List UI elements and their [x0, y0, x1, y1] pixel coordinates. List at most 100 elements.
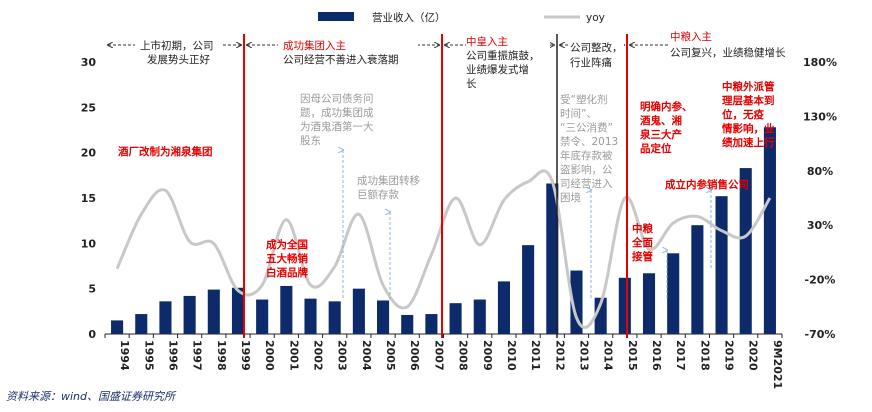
- annotation-phase-3-line-1: 中皇入主: [466, 35, 508, 48]
- x-tick-label: 1996: [166, 340, 179, 371]
- annotation-phase-3-line-2: 公司重振旗鼓，: [466, 49, 540, 62]
- revenue-bar: [642, 273, 656, 334]
- x-tick-label: 2005: [384, 340, 397, 371]
- revenue-bar: [763, 127, 776, 334]
- revenue-bar: [497, 281, 510, 334]
- red-annotation-line: 中粮外派管: [722, 80, 775, 93]
- revenue-bar: [570, 270, 583, 334]
- left-tick-label: 30: [81, 56, 97, 69]
- revenue-bar: [473, 299, 486, 334]
- left-tick-label: 20: [81, 147, 97, 160]
- x-tick-label: 2011: [529, 340, 542, 371]
- revenue-bar: [618, 277, 631, 334]
- revenue-bar: [522, 245, 535, 334]
- revenue-bar: [304, 298, 317, 334]
- red-annotation-line: 明确内参、: [640, 100, 693, 113]
- x-tick-label: 2007: [432, 340, 445, 371]
- x-tick-label: 2018: [698, 340, 711, 371]
- left-tick-label: 5: [88, 283, 96, 296]
- x-tick-label: 2012: [553, 340, 566, 371]
- yoy-line: [115, 169, 772, 329]
- red-annotation-line: 位，无疫: [722, 108, 764, 121]
- left-tick-label: 0: [88, 328, 96, 341]
- revenue-bar: [231, 287, 245, 334]
- x-tick-label: 2014: [602, 340, 615, 371]
- red-annotation-line: 绩加速上行: [722, 136, 775, 149]
- x-tick-label: 1995: [142, 340, 155, 371]
- revenue-bar: [256, 299, 269, 334]
- right-tick-label: -20%: [805, 274, 836, 287]
- red-annotation-line: 酒鬼、湘: [640, 114, 682, 127]
- gray-annotation-line: 年底存款被: [560, 149, 613, 162]
- red-annotation-line: 理层基本到: [722, 94, 775, 107]
- red-annotation-line: 五大畅销: [266, 252, 308, 265]
- revenue-bar: [159, 301, 172, 334]
- red-annotation-line: 成为全国: [266, 238, 308, 251]
- revenue-bar: [111, 320, 124, 334]
- red-annotation-line: 酒厂改制为湘泉集团: [118, 145, 213, 158]
- revenue-bar: [425, 314, 438, 334]
- red-annotation-line: 泉三大产: [639, 128, 682, 141]
- right-y-axis: -70% -20% 30% 80% 130% 180%: [803, 56, 837, 341]
- revenue-bar: [135, 314, 148, 334]
- gray-annotation-line: 盗影响，公: [560, 163, 613, 176]
- right-tick-label: 30%: [807, 219, 833, 232]
- annotation-phase-2-line-1: 成功集团入主: [283, 39, 346, 52]
- source-note: 资料来源：wind、国盛证券研究所: [6, 390, 176, 403]
- x-tick-label: 2008: [457, 340, 470, 371]
- x-axis: 1994 1995 1996 1997 1998 1999 2000 2001 2002 2003…: [104, 334, 784, 389]
- x-tick-label: 9M2021: [771, 340, 784, 389]
- pointer-lines: [343, 150, 711, 300]
- x-tick-label: 2020: [747, 340, 760, 371]
- red-annotation-line: 中粮: [632, 222, 653, 235]
- revenue-bars: [111, 127, 776, 334]
- revenue-bar: [449, 303, 462, 334]
- annotation-phase-4-line-2: 行业阵痛: [570, 56, 612, 69]
- gray-annotation-line: 因母公司债务问: [300, 92, 374, 105]
- legend-swatch-bar: [318, 12, 354, 21]
- annotation-phase-1-line-2: 发展势头正好: [147, 53, 210, 66]
- annotation-phase-5-line-1: 中粮入主: [670, 30, 712, 43]
- revenue-bar: [691, 225, 704, 334]
- x-tick-label: 2010: [505, 340, 518, 371]
- x-tick-label: 1997: [191, 340, 204, 371]
- red-annotation-line: 品定位: [640, 142, 672, 155]
- x-tick-label: 2004: [360, 340, 373, 371]
- annotation-phase-3-line-4: 长: [466, 78, 477, 90]
- left-y-axis: 0 5 10 15 20 25 30: [81, 56, 97, 341]
- revenue-bar: [715, 196, 728, 334]
- red-annotation-line: 全面: [631, 236, 653, 249]
- gray-annotation-line: 受“塑化剂: [560, 93, 607, 106]
- revenue-bar: [739, 168, 752, 334]
- x-tick-label: 2000: [263, 340, 276, 371]
- gray-annotation-line: 为酒鬼酒第一大: [300, 120, 374, 133]
- gray-annotation-line: 股东: [300, 134, 321, 147]
- annotation-phase-3-line-3: 业绩爆发式增: [466, 63, 529, 76]
- revenue-bar: [352, 288, 365, 334]
- revenue-bar: [667, 253, 680, 334]
- gray-annotation-line: 成功集团转移: [357, 174, 420, 187]
- revenue-bar: [183, 295, 196, 334]
- x-tick-label: 1994: [118, 340, 131, 371]
- revenue-bar: [207, 289, 220, 334]
- top-annotations: 上市初期，公司 发展势头正好 成功集团入主 公司经营不善进入衰落期 中皇入主 公…: [135, 30, 802, 90]
- revenue-bar: [328, 301, 341, 334]
- x-tick-label: 1999: [239, 340, 252, 371]
- x-tick-label: 2015: [626, 340, 639, 371]
- right-tick-label: 80%: [807, 165, 833, 178]
- left-tick-label: 15: [81, 192, 96, 205]
- revenue-bar: [594, 297, 607, 334]
- gray-annotation-line: 题，成功集团成: [300, 106, 374, 119]
- gray-annotation-line: 司经营进入: [560, 177, 613, 190]
- x-tick-label: 2013: [577, 340, 590, 371]
- x-tick-label: 2001: [287, 340, 300, 371]
- gray-annotation-line: “三公消费”: [560, 121, 613, 134]
- revenue-bar: [280, 285, 293, 334]
- x-tick-label: 2003: [336, 340, 349, 371]
- annotation-phase-5-line-2: 公司复兴，业绩稳健增长: [670, 46, 786, 59]
- right-tick-label: -70%: [805, 328, 836, 341]
- red-annotation-line: 白酒品牌: [266, 266, 308, 279]
- gray-annotation-line: 困境: [560, 191, 581, 204]
